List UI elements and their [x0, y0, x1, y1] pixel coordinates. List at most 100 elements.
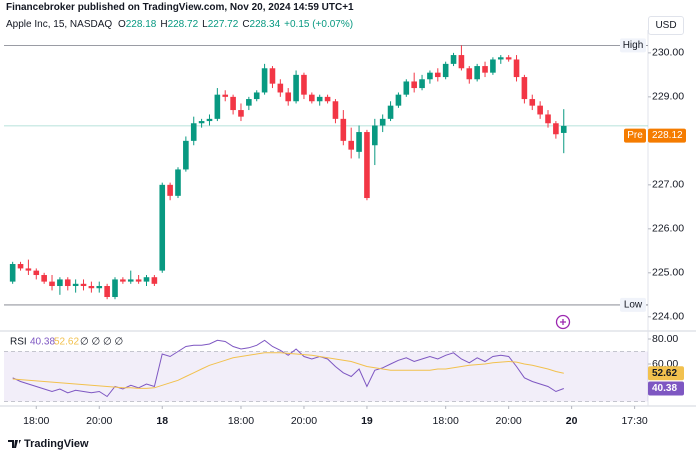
candle-body: [458, 55, 465, 69]
candle-body: [175, 169, 181, 196]
x-tick-label: 18:00: [23, 415, 49, 427]
event-icon[interactable]: [555, 314, 571, 330]
ohlc-value: 228.18: [125, 19, 157, 30]
candle-body: [135, 279, 142, 282]
candle-body: [261, 68, 268, 93]
candle-body: [33, 270, 40, 276]
pre-tag-bg: [624, 128, 646, 143]
candle-body: [230, 96, 236, 111]
candle-body: [64, 279, 71, 287]
candle-body: [293, 74, 299, 102]
candle-body: [450, 55, 457, 64]
candle-body: [246, 99, 252, 106]
candle-body: [348, 140, 354, 150]
candle-body: [96, 286, 103, 289]
candle-body: [482, 66, 488, 73]
candle-body: [238, 110, 244, 117]
candle-body: [427, 72, 433, 80]
high-line-label: High: [623, 40, 644, 51]
rsi-value-tag: 40.38: [652, 383, 677, 394]
candle-body: [490, 59, 496, 73]
candle-body: [340, 118, 347, 141]
x-tick-label: 19: [361, 415, 373, 427]
x-tick-label: 18: [156, 415, 168, 427]
x-tick-label: 18:00: [433, 415, 459, 427]
high-line-label-bg: [620, 38, 646, 53]
change: +0.15 (+0.07%): [284, 19, 354, 30]
symbol: Apple Inc, 15, NASDAQ: [6, 19, 113, 30]
rsi-legend-value: 40.38: [30, 337, 55, 348]
candle-body: [316, 96, 323, 102]
ohlc-label: L: [202, 19, 208, 30]
candle-body: [72, 283, 79, 287]
candle-body: [49, 281, 55, 287]
candle-body: [466, 68, 473, 80]
x-tick-label: 20:00: [86, 415, 112, 427]
candle-body: [474, 66, 480, 80]
candle-body: [222, 94, 229, 97]
candle-body: [497, 57, 504, 60]
rsi-legend-extra: ∅ ∅ ∅ ∅: [80, 337, 123, 348]
y-tick-label: 229.00: [652, 91, 684, 103]
rsi-value-tag: 52.62: [652, 368, 677, 379]
candle-body: [277, 83, 284, 93]
candle-body: [269, 68, 276, 84]
event-icon-plus: [560, 319, 566, 325]
x-tick-label: 20: [566, 415, 578, 427]
candle-body: [127, 279, 134, 282]
candle-body: [387, 105, 394, 119]
candle-body: [206, 118, 213, 122]
rsi-line: [12, 339, 564, 398]
y-tick-label: 225.00: [652, 267, 684, 279]
publish-line: Financebroker published on TradingView.c…: [6, 2, 354, 13]
candle-body: [419, 79, 425, 89]
candle-body: [411, 81, 417, 89]
logo-text: TradingView: [24, 438, 89, 450]
candle-body: [183, 140, 189, 170]
candle-body: [403, 81, 410, 95]
x-tick-label: 17:30: [621, 415, 647, 427]
x-tick-label: 20:00: [291, 415, 317, 427]
ohlc-value: 228.72: [167, 19, 199, 30]
candle-body: [88, 286, 95, 289]
logo-icon: [8, 440, 21, 448]
y-tick-label: 227.00: [652, 179, 684, 191]
symbol-legend: Apple Inc, 15, NASDAQ O228.18 H228.72 L227…: [6, 19, 357, 30]
rsi-band: [4, 351, 648, 402]
y-tick-label: 224.00: [652, 311, 684, 323]
candle-body: [17, 264, 24, 269]
x-tick-label: 20:00: [496, 415, 522, 427]
candle-body: [521, 77, 528, 100]
candle-body: [159, 184, 166, 271]
currency-button[interactable]: USD: [648, 16, 684, 35]
pre-tag: Pre: [627, 130, 643, 141]
candle-body: [560, 125, 567, 133]
rsi-title: RSI: [10, 337, 27, 348]
candle-body: [285, 92, 292, 102]
candle-body: [190, 123, 197, 141]
candle-body: [214, 94, 221, 119]
candle-body: [57, 279, 63, 287]
candle-body: [545, 114, 551, 124]
candle-body: [151, 277, 158, 284]
candle-body: [505, 57, 512, 60]
candle-body: [309, 94, 315, 102]
rsi-tick-label: 80.00: [652, 333, 678, 345]
candle-body: [364, 132, 370, 199]
candle-body: [80, 283, 87, 287]
candle-body: [143, 277, 150, 282]
candle-body: [395, 94, 402, 106]
candle-body: [324, 96, 331, 102]
candle-body: [529, 99, 536, 106]
candle-body: [356, 132, 362, 152]
candle-body: [513, 59, 520, 78]
candle-body: [104, 286, 110, 298]
candle-body: [434, 72, 441, 78]
pre-price-bg: [648, 128, 686, 143]
low-line-label-bg: [620, 297, 646, 312]
rsi-value-tag-bg: [648, 381, 684, 396]
candle-body: [198, 121, 205, 124]
ohlc-value: 227.72: [207, 19, 239, 30]
y-tick-label: 226.00: [652, 223, 684, 235]
